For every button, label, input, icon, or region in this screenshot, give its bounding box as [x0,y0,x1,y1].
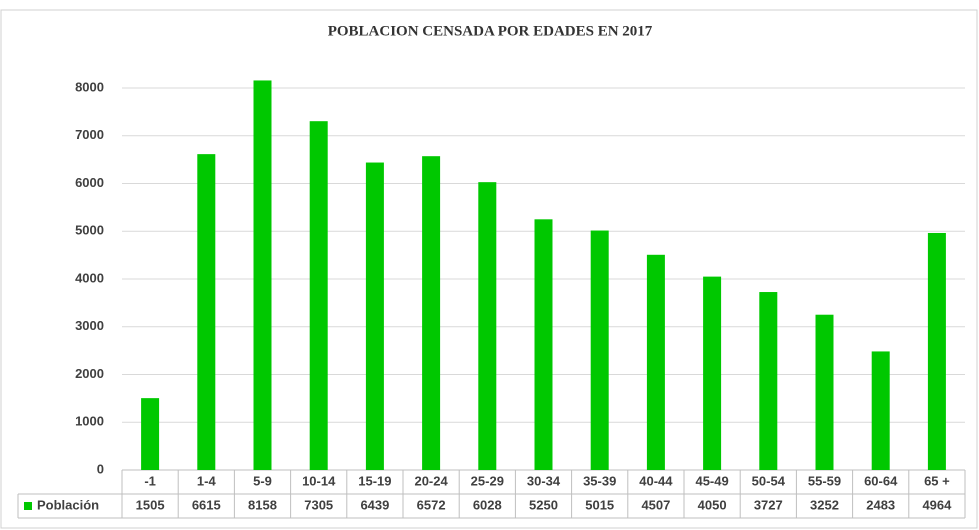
table-value: 4507 [641,497,670,512]
bar [309,121,328,470]
y-tick-label: 6000 [75,175,104,190]
y-tick-label: 8000 [75,79,104,94]
bar [197,154,216,471]
x-tick-label: 15-19 [358,473,391,488]
bar [253,80,272,470]
x-tick-label: 30-34 [527,473,561,488]
x-tick-label: 1-4 [197,473,217,488]
table-value: 1505 [136,497,165,512]
table-value: 7305 [304,497,333,512]
table-value: 6572 [417,497,446,512]
x-tick-label: 25-29 [471,473,504,488]
chart-title: POBLACION CENSADA POR EDADES EN 2017 [328,23,653,39]
x-tick-label: 40-44 [639,473,673,488]
bar [590,230,609,470]
table-value: 3727 [754,497,783,512]
bar [759,292,778,470]
table-value: 4964 [922,497,952,512]
x-tick-label: 55-59 [808,473,841,488]
legend-swatch [24,502,32,510]
table-value: 6439 [360,497,389,512]
bar [365,162,384,470]
y-tick-label: 7000 [75,127,104,142]
table-value: 3252 [810,497,839,512]
bar [703,276,722,470]
x-tick-label: 35-39 [583,473,616,488]
x-tick-label: 45-49 [695,473,728,488]
legend-label: Población [37,497,99,512]
bar [646,254,665,470]
table-value: 5015 [585,497,614,512]
bar [871,351,890,470]
bar [534,219,553,470]
x-tick-label: 60-64 [864,473,898,488]
bar [478,182,497,470]
table-value: 2483 [866,497,895,512]
y-tick-label: 4000 [75,270,104,285]
y-tick-label: 1000 [75,414,104,429]
x-tick-label: 20-24 [414,473,448,488]
x-tick-label: -1 [144,473,156,488]
x-tick-label: 5-9 [253,473,272,488]
bar [815,314,834,470]
y-tick-label: 3000 [75,318,104,333]
x-tick-label: 10-14 [302,473,336,488]
bar [927,232,946,470]
y-tick-label: 5000 [75,223,104,238]
y-tick-label: 2000 [75,366,104,381]
bar [422,156,441,470]
bar [141,398,160,470]
table-value: 5250 [529,497,558,512]
table-value: 8158 [248,497,277,512]
x-tick-label: 65 + [924,473,950,488]
y-tick-label: 0 [97,461,104,476]
table-value: 4050 [698,497,727,512]
table-value: 6615 [192,497,221,512]
table-value: 6028 [473,497,502,512]
x-tick-label: 50-54 [752,473,786,488]
